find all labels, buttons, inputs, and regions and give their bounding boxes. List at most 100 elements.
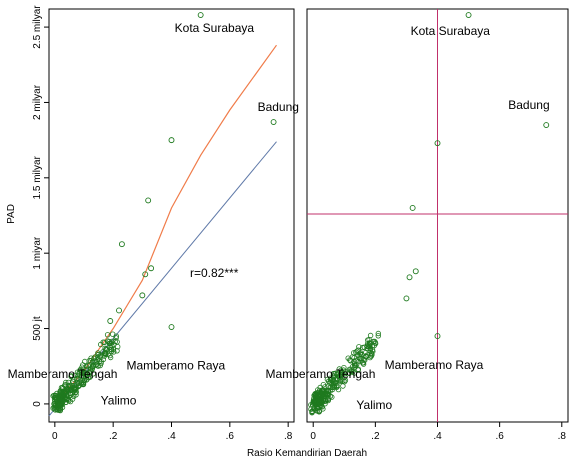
- y-tick-label: 2.5 milyar: [32, 5, 43, 49]
- point-label: Mamberamo Tengah: [266, 367, 376, 381]
- right-x-tick-label: .2: [371, 431, 380, 442]
- data-point: [142, 271, 149, 278]
- cluster-point: [348, 368, 355, 375]
- cluster-point: [79, 380, 85, 386]
- point-label: Yalimo: [356, 398, 392, 412]
- cluster-point: [102, 345, 108, 351]
- y-tick-label: 500 jt: [32, 316, 43, 341]
- right-x-tick-label: 0: [310, 431, 316, 442]
- cluster-point: [108, 346, 115, 353]
- data-point: [465, 12, 472, 18]
- cluster-point: [67, 382, 73, 389]
- data-point: [197, 12, 204, 18]
- y-tick-label: 2 milyar: [32, 84, 43, 120]
- data-point: [63, 396, 70, 403]
- cluster-point: [101, 353, 108, 359]
- cluster-point: [60, 386, 66, 392]
- data-point: [107, 318, 114, 324]
- cluster-point: [79, 370, 85, 376]
- data-point: [145, 197, 152, 204]
- cluster-point: [83, 363, 89, 370]
- cluster-point: [348, 366, 354, 372]
- cluster-point: [316, 401, 322, 407]
- right-data-points: [308, 12, 550, 416]
- cluster-point: [95, 363, 101, 369]
- cluster-point: [107, 340, 113, 346]
- cluster-point: [112, 338, 118, 345]
- linear-fit-line: [48, 141, 277, 417]
- cluster-point: [98, 359, 104, 365]
- cluster-point: [335, 370, 341, 377]
- left-x-tick-label: .2: [109, 431, 118, 442]
- y-axis-title: PAD: [6, 204, 17, 224]
- left-x-tick-label: .6: [226, 431, 235, 442]
- cluster-point: [347, 358, 354, 364]
- data-point: [118, 241, 125, 248]
- cluster-point: [113, 333, 119, 339]
- cluster-point: [361, 344, 368, 350]
- cluster-point: [73, 375, 80, 382]
- cluster-point: [334, 383, 340, 389]
- cluster-point: [366, 340, 373, 347]
- cluster-point: [329, 376, 335, 382]
- point-label: Mamberamo Tengah: [8, 367, 118, 381]
- cluster-point: [363, 349, 369, 356]
- left-x-tick-label: .4: [167, 431, 176, 442]
- data-point: [168, 137, 175, 144]
- cluster-point: [361, 356, 367, 363]
- cluster-point: [335, 386, 342, 393]
- data-point: [270, 119, 277, 125]
- cluster-point: [326, 395, 332, 401]
- cluster-point: [113, 335, 119, 341]
- cluster-point: [325, 397, 331, 404]
- data-point: [116, 307, 122, 314]
- left-x-tick-label: 0: [52, 431, 58, 442]
- cluster-point: [367, 347, 373, 354]
- data-point: [434, 140, 441, 147]
- data-point: [403, 295, 410, 302]
- point-label: Mamberamo Raya: [385, 358, 484, 372]
- cluster-point: [314, 395, 320, 402]
- cluster-point: [73, 392, 79, 398]
- data-point: [60, 388, 67, 395]
- cluster-point: [375, 330, 381, 337]
- right-x-tick-label: .4: [433, 431, 442, 442]
- cluster-point: [366, 336, 372, 343]
- data-point: [412, 268, 419, 275]
- left-data-points: [50, 12, 277, 414]
- point-label: Kota Surabaya: [411, 24, 491, 38]
- cluster-point: [81, 377, 88, 383]
- cluster-point: [101, 339, 108, 345]
- cluster-point: [51, 396, 58, 403]
- cluster-point: [353, 349, 359, 355]
- cluster-point: [95, 351, 101, 358]
- y-tick-label: 1 miyar: [32, 236, 43, 269]
- cluster-point: [333, 370, 339, 376]
- cluster-point: [309, 408, 315, 414]
- cluster-point: [329, 386, 336, 393]
- cluster-point: [351, 358, 357, 365]
- data-point: [148, 265, 155, 272]
- cluster-point: [325, 388, 331, 394]
- cluster-point: [313, 392, 320, 398]
- cluster-point: [91, 355, 97, 362]
- cluster-point: [327, 393, 334, 399]
- right-x-tick-label: .6: [495, 431, 504, 442]
- cluster-point: [352, 364, 358, 370]
- cluster-point: [114, 344, 121, 350]
- cluster-point: [104, 332, 111, 338]
- cluster-point: [310, 399, 317, 405]
- cluster-point: [69, 378, 76, 385]
- cluster-point: [368, 353, 374, 359]
- cluster-point: [52, 407, 59, 413]
- data-point: [57, 399, 64, 406]
- cluster-point: [320, 382, 327, 388]
- cluster-point: [338, 367, 344, 374]
- left-y-axis-ticks: 0 500 jt 1 miyar 1.5 milyar 2 milyar 2.5 mily…: [32, 5, 49, 407]
- cluster-point: [342, 371, 348, 377]
- right-x-tick-label: .8: [558, 431, 567, 442]
- data-point: [406, 274, 413, 281]
- right-reference-lines: [307, 9, 568, 422]
- point-label: Kota Surabaya: [175, 21, 255, 35]
- cluster-point: [349, 363, 356, 370]
